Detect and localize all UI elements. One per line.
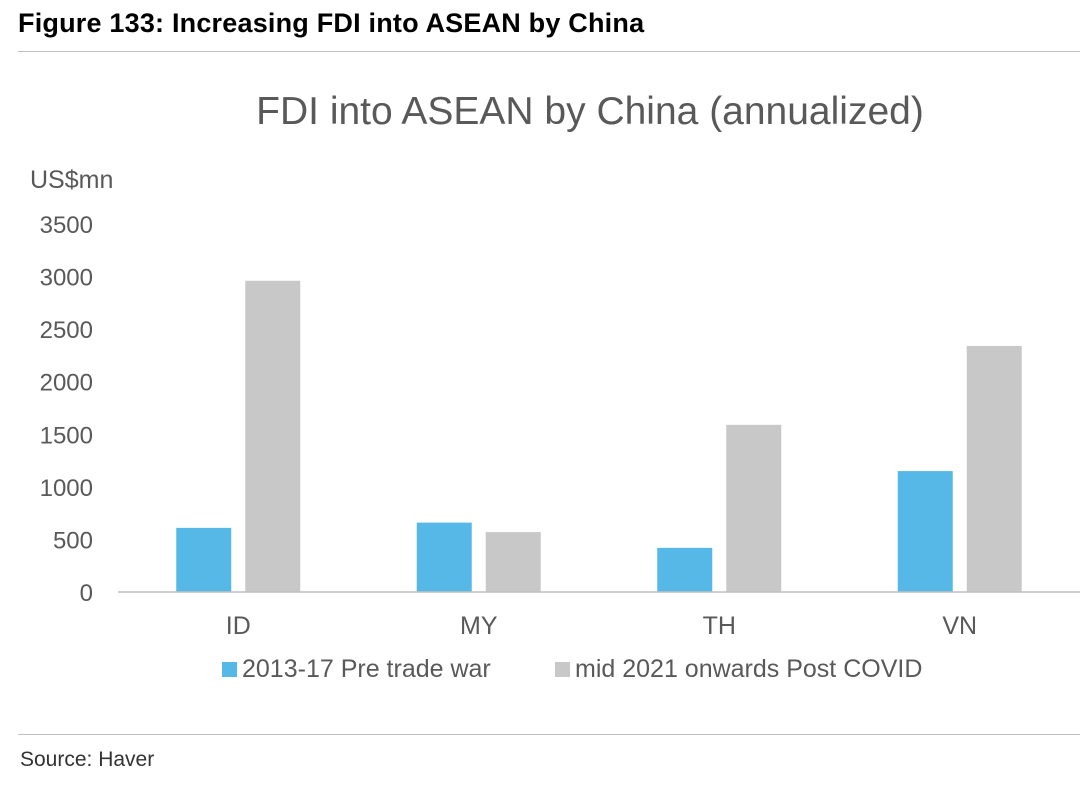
bar-my-series-2 (485, 532, 541, 592)
legend: 2013-17 Pre trade war mid 2021 onwards Po… (222, 655, 922, 683)
legend-label-series-2: mid 2021 onwards Post COVID (575, 655, 922, 683)
bar-vn-series-2 (966, 345, 1022, 592)
legend-swatch-series-2 (555, 662, 570, 677)
bar-my-series-1 (416, 522, 472, 592)
bar-th-series-2 (726, 424, 782, 592)
x-category-label: MY (460, 612, 498, 640)
y-tick-label: 500 (53, 527, 93, 554)
legend-label-series-1: 2013-17 Pre trade war (242, 655, 491, 683)
y-tick-label: 3000 (40, 265, 93, 292)
y-tick-label: 2000 (40, 370, 93, 397)
y-axis-unit-label: US$mn (30, 166, 113, 194)
legend-swatch-series-1 (222, 662, 237, 677)
y-axis-ticks: 0 500 1000 1500 2000 2500 3000 3500 (40, 212, 93, 607)
y-tick-label: 3500 (40, 212, 93, 239)
x-axis-category-labels: ID MY TH VN (226, 612, 977, 640)
bottom-divider (18, 734, 1080, 735)
x-category-label: TH (703, 612, 736, 640)
chart-title: FDI into ASEAN by China (annualized) (256, 90, 924, 133)
bars (176, 280, 1022, 592)
top-divider (18, 51, 1080, 52)
x-category-label: VN (942, 612, 977, 640)
bar-th-series-1 (657, 547, 713, 592)
bar-id-series-2 (245, 280, 301, 592)
y-tick-label: 1000 (40, 475, 93, 502)
source-note: Source: Haver (20, 748, 155, 771)
x-category-label: ID (226, 612, 251, 640)
bar-vn-series-1 (897, 471, 953, 592)
y-tick-label: 1500 (40, 422, 93, 449)
bar-chart: FDI into ASEAN by China (annualized) US$… (30, 90, 1080, 683)
y-tick-label: 2500 (40, 317, 93, 344)
bar-id-series-1 (176, 527, 232, 592)
y-tick-label: 0 (80, 580, 93, 607)
figure-title: Figure 133: Increasing FDI into ASEAN by… (18, 8, 645, 38)
